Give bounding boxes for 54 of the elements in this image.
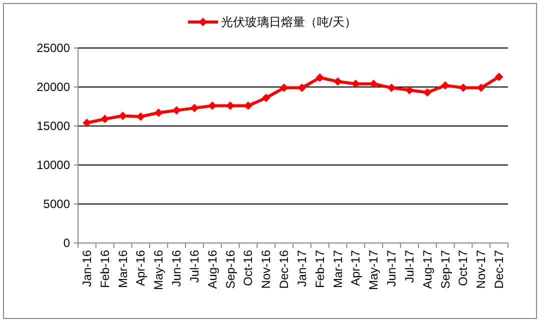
x-tick-label: Nov-16	[259, 250, 274, 289]
point	[208, 102, 216, 110]
x-tick-label: Dec-16	[277, 250, 292, 289]
x-tick-label: Nov-17	[474, 250, 488, 289]
point	[244, 102, 252, 110]
y-tick-label: 0	[63, 236, 70, 250]
point	[172, 106, 181, 114]
point	[262, 94, 270, 102]
legend-label: 光伏玻璃日熔量（吨/天）	[221, 15, 356, 29]
point	[352, 80, 360, 88]
point	[370, 80, 378, 88]
point	[459, 84, 468, 92]
point	[441, 81, 450, 90]
x-tick-label: Aug-17	[420, 250, 434, 289]
legend: 光伏玻璃日熔量（吨/天）	[188, 15, 356, 29]
x-tick-label: Mar-16	[116, 250, 130, 288]
point	[477, 84, 486, 92]
x-tick-label: Jun-16	[170, 250, 184, 287]
x-tick-label: Oct-17	[456, 250, 470, 286]
x-tick-label: Feb-16	[98, 250, 112, 288]
point	[100, 114, 109, 123]
y-tick-label: 5000	[43, 197, 70, 211]
point	[226, 102, 234, 110]
point	[118, 112, 127, 120]
y-tick-label: 10000	[36, 158, 70, 172]
x-tick-label: Mar-17	[330, 250, 345, 288]
x-tick-label: Apr-16	[134, 250, 148, 286]
point	[423, 88, 432, 96]
point	[405, 86, 414, 94]
x-tick-label: May-17	[366, 250, 381, 290]
y-tick-label: 15000	[36, 119, 70, 133]
x-tick-label: Sep-17	[438, 250, 452, 289]
x-tick-label: Oct-16	[241, 250, 256, 286]
x-tick-label: Aug-16	[205, 250, 220, 289]
point	[154, 108, 163, 117]
x-tick-label: Dec-17	[492, 250, 506, 289]
point	[136, 112, 145, 121]
x-tick-label: Jul-16	[187, 250, 202, 283]
x-tick-label: May-16	[152, 250, 166, 290]
x-tick-label: Feb-17	[312, 250, 327, 288]
y-tick-label: 25000	[36, 41, 70, 55]
y-tick-label: 20000	[36, 80, 70, 94]
x-tick-label: Jun-17	[384, 250, 399, 287]
x-tick-label: Sep-16	[223, 250, 238, 289]
point	[316, 74, 324, 82]
point	[334, 78, 342, 86]
point	[388, 84, 396, 92]
point	[82, 118, 91, 127]
x-tick-label: Apr-17	[348, 250, 363, 286]
x-tick-label: Jan-16	[80, 250, 94, 287]
point	[495, 72, 504, 81]
x-tick-label: Jan-17	[294, 250, 309, 287]
point	[190, 104, 198, 112]
x-tick-label: Jul-17	[402, 250, 416, 283]
